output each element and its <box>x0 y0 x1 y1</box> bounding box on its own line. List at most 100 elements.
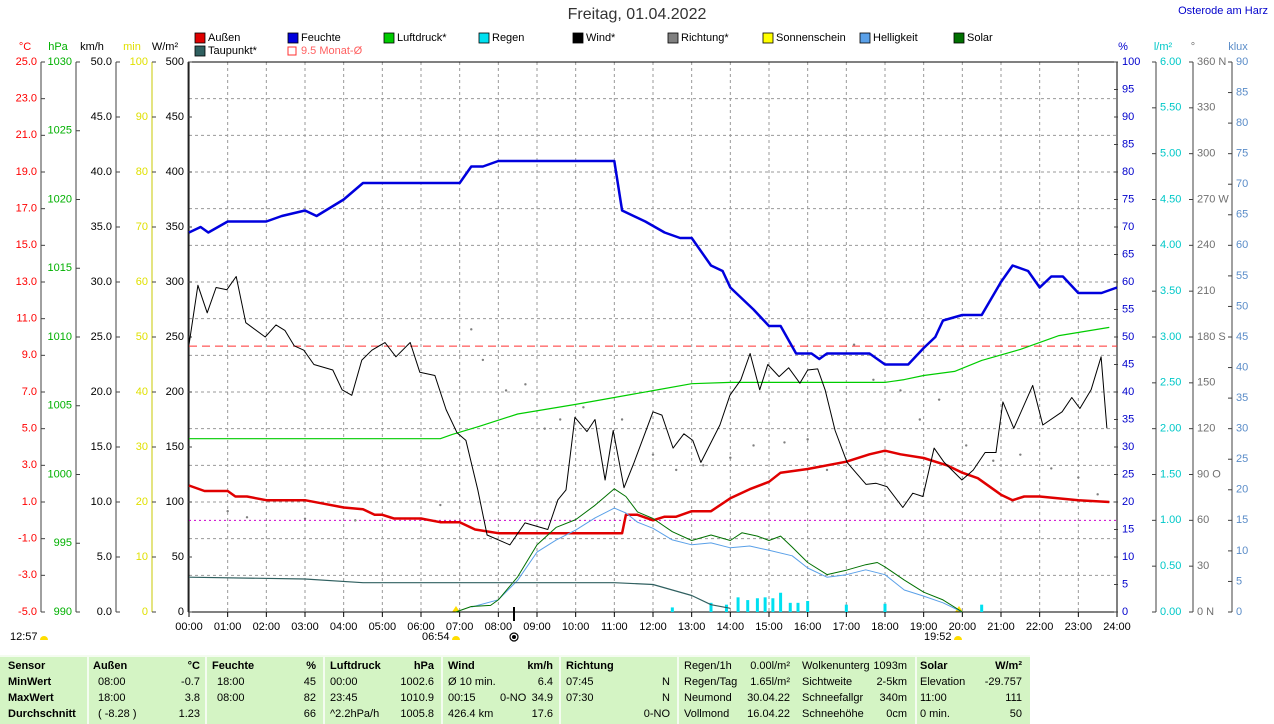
y-tick-label: 300 <box>1197 148 1215 160</box>
axis-title: W/m² <box>152 41 179 53</box>
y-tick-label: 23.0 <box>16 93 37 105</box>
y-tick-label: 0 <box>178 606 184 618</box>
table-cell: Durchschnitt <box>8 708 76 720</box>
table-cell: 3.8 <box>185 692 200 704</box>
y-tick-label: 1010 <box>48 331 72 343</box>
y-tick-label: 100 <box>166 496 184 508</box>
x-tick-label: 14:00 <box>717 621 745 633</box>
table-cell: 08:00 <box>98 676 126 688</box>
y-tick-label: 5.50 <box>1160 102 1181 114</box>
y-tick-label: 40.0 <box>91 166 112 178</box>
x-tick-label: 22:00 <box>1026 621 1054 633</box>
direction-dot <box>992 459 995 462</box>
y-tick-label: 55 <box>1236 270 1248 282</box>
y-tick-label: 150 <box>1197 377 1215 389</box>
y-tick-label: 65 <box>1236 209 1248 221</box>
bar <box>796 602 800 612</box>
bar <box>844 604 848 612</box>
y-tick-label: 1020 <box>48 193 72 205</box>
direction-dot <box>439 503 442 507</box>
location: Osterode am Harz <box>1178 5 1268 17</box>
y-tick-label: 70 <box>1122 221 1134 233</box>
y-tick-label: 180 S <box>1197 331 1226 343</box>
y-tick-label: 11.0 <box>16 313 37 325</box>
y-tick-label: 0.00 <box>1160 606 1181 618</box>
y-tick-label: 85 <box>1236 86 1248 98</box>
y-tick-label: 60 <box>136 276 148 288</box>
x-tick-label: 21:00 <box>987 621 1015 633</box>
direction-dot <box>702 464 705 467</box>
moon-icon <box>509 632 519 642</box>
y-tick-label: -5.0 <box>18 606 37 618</box>
legend-label: 9.5 Monat-Ø <box>301 45 363 57</box>
direction-dot <box>729 456 732 459</box>
bar <box>771 598 775 612</box>
y-tick-label: 40 <box>136 386 148 398</box>
table-cell: ( -8.28 ) <box>98 708 137 720</box>
table-cell: Luftdruck <box>330 660 382 672</box>
table-cell: 1093m <box>873 660 907 672</box>
direction-dot <box>752 444 755 447</box>
table-cell: 00:15 <box>448 692 476 704</box>
y-tick-label: 50 <box>136 331 148 343</box>
direction-dot <box>582 406 585 409</box>
table-cell: Regen/1h <box>684 660 732 672</box>
table-cell: 111 <box>1005 692 1022 704</box>
x-tick-label: 15:00 <box>755 621 783 633</box>
legend-swatch <box>859 32 871 44</box>
y-tick-label: 1.00 <box>1160 514 1181 526</box>
legend-swatch <box>287 46 297 56</box>
x-tick-label: 03:00 <box>291 621 319 633</box>
direction-dot <box>651 453 655 456</box>
legend-label: Richtung* <box>681 32 729 44</box>
direction-dot <box>918 418 921 421</box>
y-tick-label: 1.50 <box>1160 468 1181 480</box>
sunset-marker <box>955 606 963 612</box>
y-tick-label: 100 <box>1122 56 1140 68</box>
table-cell: 11:00 <box>920 692 947 704</box>
bar <box>779 592 783 612</box>
y-tick-label: -1.0 <box>18 533 37 545</box>
table-background <box>0 655 1030 724</box>
table-cell: Schneehöhe <box>802 708 864 720</box>
y-tick-label: 90 <box>1122 111 1134 123</box>
y-tick-label: 40 <box>1236 361 1248 373</box>
y-tick-label: 55 <box>1122 303 1134 315</box>
axis-title: % <box>1118 41 1128 53</box>
table-cell: °C <box>188 660 200 672</box>
table-cell: 30.04.22 <box>747 692 790 704</box>
bar <box>806 601 810 612</box>
sun-icon <box>954 636 962 640</box>
bar <box>980 604 984 612</box>
y-tick-label: 25 <box>1122 468 1134 480</box>
table-cell: 1005.8 <box>400 708 434 720</box>
bar <box>763 597 767 612</box>
y-tick-label: 20.0 <box>91 386 112 398</box>
table-cell: 45 <box>304 676 316 688</box>
legend-swatch <box>572 32 584 44</box>
table-cell: Feuchte <box>212 660 254 672</box>
sun-info: 12:57 06:54 19:52 <box>10 606 963 643</box>
y-tick-label: 30.0 <box>91 276 112 288</box>
y-tick-label: 10 <box>1122 551 1134 563</box>
y-tick-label: 4.50 <box>1160 193 1181 205</box>
table-cell: Neumond <box>684 692 732 704</box>
direction-dot <box>481 358 485 362</box>
y-tick-label: 1025 <box>48 125 72 137</box>
y-tick-label: 25 <box>1236 453 1248 465</box>
y-tick-label: 9.0 <box>22 349 37 361</box>
direction-dot <box>1096 493 1099 496</box>
direction-dot <box>872 378 875 381</box>
table-cell: 1.65l/m² <box>750 676 790 688</box>
direction-dot <box>354 519 357 522</box>
table-cell: 08:00 <box>217 692 245 704</box>
y-tick-label: 20 <box>136 496 148 508</box>
legend-label: Außen <box>208 32 240 44</box>
direction-dot <box>1019 453 1022 456</box>
x-tick-label: 04:00 <box>330 621 358 633</box>
direction-dot <box>937 398 941 401</box>
bar <box>670 607 674 612</box>
y-tick-label: 400 <box>166 166 184 178</box>
y-tick-label: 75 <box>1236 148 1248 160</box>
moon-icon <box>512 635 516 639</box>
